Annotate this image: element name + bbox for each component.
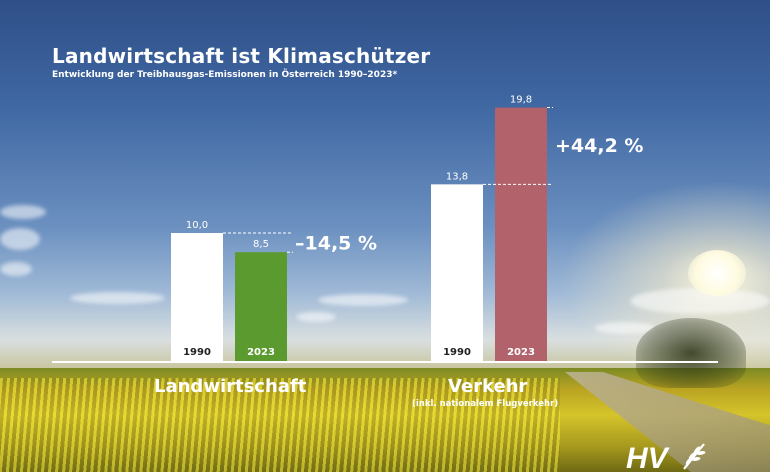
bar-landwirtschaft-2023 [235, 252, 287, 361]
cloud [595, 322, 655, 334]
data-label: 13,8 [446, 171, 468, 182]
sun [688, 250, 746, 296]
hv-logo: HV [626, 442, 706, 470]
bar-verkehr-1990 [431, 184, 483, 361]
wheat-icon [683, 443, 706, 470]
bar-year-label: 2023 [247, 347, 275, 358]
cloud [630, 288, 770, 314]
cloud [0, 262, 32, 276]
data-label: 10,0 [186, 220, 208, 231]
rapeseed-field-texture [0, 378, 560, 472]
category-label-verkehr: Verkehr [448, 376, 528, 397]
change-label-verkehr: +44,2 % [555, 135, 643, 157]
bar-landwirtschaft-1990 [171, 233, 223, 361]
tree [636, 318, 746, 388]
cloud [70, 292, 165, 304]
cloud [0, 205, 46, 219]
data-label: 8,5 [253, 239, 269, 250]
bar-year-label: 2023 [507, 347, 535, 358]
bar-year-label: 1990 [183, 347, 211, 358]
chart-baseline [52, 361, 718, 363]
cloud [296, 312, 336, 322]
change-label-landwirtschaft: –14,5 % [295, 233, 377, 255]
chart-title: Landwirtschaft ist Klimaschützer [52, 44, 431, 68]
category-note-verkehr: (inkl. nationalem Flugverkehr) [412, 399, 559, 409]
bar-year-label: 1990 [443, 347, 471, 358]
cloud [0, 228, 40, 250]
bar-verkehr-2023 [495, 107, 547, 361]
logo-text: HV [626, 442, 671, 470]
category-label-landwirtschaft: Landwirtschaft [154, 376, 307, 397]
chart-subtitle: Entwicklung der Treibhausgas-Emissionen … [52, 70, 398, 80]
cloud [318, 294, 408, 306]
data-label: 19,8 [510, 95, 532, 106]
